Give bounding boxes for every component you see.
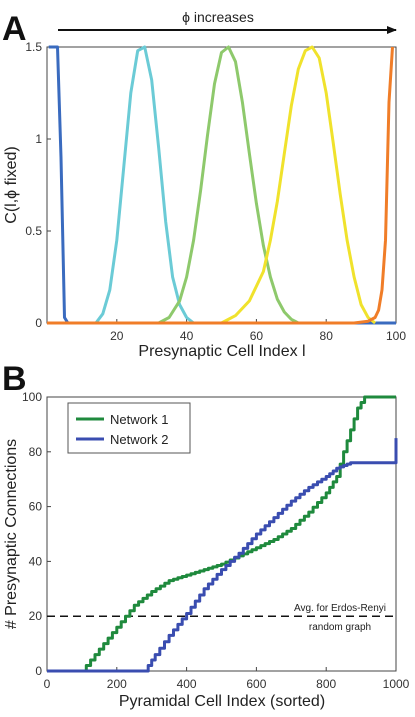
panel-a: A ϕ increases 0 0.5 1 1.5 20 40 60 80 100 C(l,ϕ… bbox=[2, 9, 406, 360]
x-tick-label: 1000 bbox=[383, 677, 410, 691]
y-tick-label: 20 bbox=[29, 609, 43, 623]
reference-line-label-top: Avg. for Erdos-Renyi bbox=[294, 603, 386, 614]
y-tick-label: 0 bbox=[35, 664, 42, 678]
panel-a-y-ticks: 0 0.5 1 1.5 bbox=[25, 40, 51, 330]
y-tick-label: 100 bbox=[22, 390, 42, 404]
x-tick-label: 40 bbox=[180, 329, 194, 343]
x-tick-label: 20 bbox=[110, 329, 124, 343]
y-tick-label: 1 bbox=[35, 132, 42, 146]
panel-b-legend: Network 1 Network 2 bbox=[67, 402, 191, 454]
x-tick-label: 100 bbox=[386, 329, 406, 343]
x-tick-label: 80 bbox=[320, 329, 334, 343]
x-tick-label: 60 bbox=[250, 329, 264, 343]
panel-a-plot-frame bbox=[46, 46, 397, 324]
legend-box bbox=[67, 402, 191, 454]
panel-a-series bbox=[47, 45, 396, 325]
phi-increases-label: ϕ increases bbox=[182, 9, 254, 25]
y-tick-label: 60 bbox=[29, 500, 43, 514]
reference-line-label-bottom: random graph bbox=[309, 622, 371, 633]
legend-label-network-1: Network 1 bbox=[110, 412, 169, 427]
legend-label-network-2: Network 2 bbox=[110, 432, 169, 447]
panel-a-x-ticks: 20 40 60 80 100 bbox=[110, 319, 406, 343]
x-tick-label: 200 bbox=[107, 677, 127, 691]
panel-a-x-axis-label: Presynaptic Cell Index l bbox=[138, 343, 305, 360]
x-tick-label: 800 bbox=[316, 677, 336, 691]
series-line-4 bbox=[220, 45, 377, 325]
series-line-1 bbox=[48, 45, 396, 325]
series-line-2 bbox=[94, 45, 195, 325]
y-tick-label: 40 bbox=[29, 554, 43, 568]
series-line-1 bbox=[47, 395, 396, 673]
y-tick-label: 1.5 bbox=[25, 40, 42, 54]
x-tick-label: 0 bbox=[44, 677, 51, 691]
series-line-2 bbox=[47, 438, 398, 673]
panel-b-letter: B bbox=[2, 360, 27, 398]
series-line-3 bbox=[157, 45, 300, 325]
panel-b: B 0 20 40 60 80 100 0 200 400 600 800 1000 Avg. fo… bbox=[2, 360, 410, 710]
panel-b-x-axis-label: Pyramidal Cell Index (sorted) bbox=[119, 693, 325, 710]
x-tick-label: 600 bbox=[246, 677, 266, 691]
panel-b-series bbox=[47, 395, 398, 673]
panel-b-y-ticks: 0 20 40 60 80 100 bbox=[22, 390, 51, 678]
y-tick-label: 0.5 bbox=[25, 224, 42, 238]
x-tick-label: 400 bbox=[177, 677, 197, 691]
panel-a-y-axis-label: C(l,ϕ fixed) bbox=[3, 146, 20, 223]
panel-b-x-ticks: 0 200 400 600 800 1000 bbox=[44, 667, 410, 691]
panel-a-letter: A bbox=[2, 10, 27, 48]
y-tick-label: 0 bbox=[35, 316, 42, 330]
panel-b-y-axis-label: # Presynaptic Connections bbox=[3, 439, 20, 629]
series-line-5 bbox=[47, 46, 394, 325]
y-tick-label: 80 bbox=[29, 445, 43, 459]
panel-b-plot-frame bbox=[46, 396, 397, 672]
